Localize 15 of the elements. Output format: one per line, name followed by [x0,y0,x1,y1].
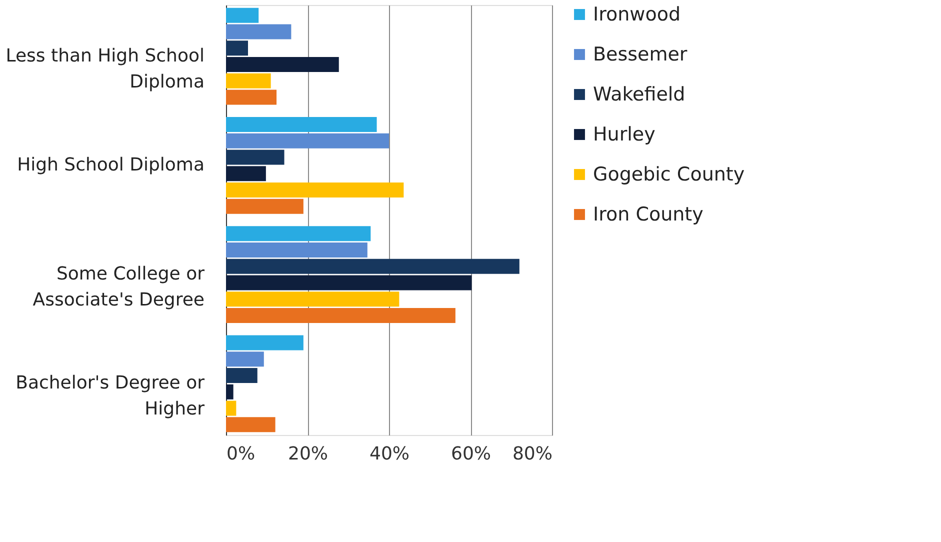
x-tick-label: 20% [288,444,328,464]
y-tick-label: Some College or Associate's Degree [32,264,206,311]
y-tick-label: High School Diploma [17,154,204,176]
legend-label: Gogebic County [593,164,745,186]
x-tick-label: 80% [512,444,552,464]
y-tick-label: Bachelor's Degree or Higher [16,372,206,420]
legend-label: Wakefield [593,84,686,106]
legend-label: Iron County [593,204,704,226]
y-tick-label: Less than High School Diploma [6,45,204,92]
x-tick-label: 60% [450,444,492,464]
x-tick-label: 40% [369,444,410,464]
legend-label: Bessemer [593,44,688,66]
x-tick-label: 0% [226,444,256,464]
legend-label: Ironwood [593,4,681,26]
legend-label: Hurley [593,124,656,146]
